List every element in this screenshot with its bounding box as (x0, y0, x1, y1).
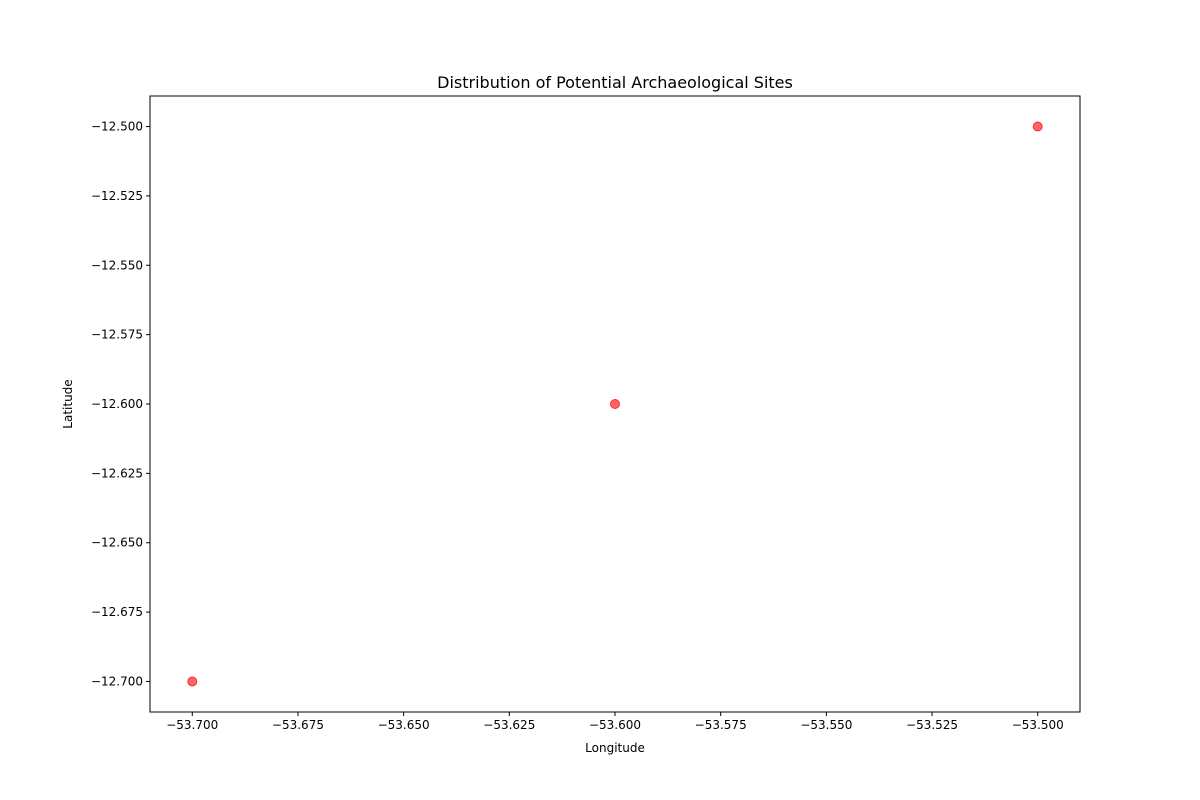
y-tick-label: −12.575 (91, 328, 143, 342)
data-point (1032, 121, 1043, 132)
x-tick-label: −53.625 (483, 718, 535, 732)
y-tick-label: −12.525 (91, 189, 143, 203)
x-tick-label: −53.650 (378, 718, 430, 732)
x-tick-label: −53.700 (166, 718, 218, 732)
x-tick-label: −53.575 (695, 718, 747, 732)
y-tick-label: −12.550 (91, 258, 143, 272)
y-tick-label: −12.600 (91, 397, 143, 411)
y-tick-label: −12.650 (91, 536, 143, 550)
x-axis-title: Longitude (585, 741, 645, 755)
x-tick-label: −53.675 (272, 718, 324, 732)
x-tick-label: −53.600 (589, 718, 641, 732)
x-tick-label: −53.525 (906, 718, 958, 732)
data-point (187, 676, 198, 687)
data-points (187, 121, 1043, 687)
y-axis-title: Latitude (61, 379, 75, 428)
y-tick-label: −12.700 (91, 674, 143, 688)
x-tick-label: −53.500 (1012, 718, 1064, 732)
chart-title: Distribution of Potential Archaeological… (437, 73, 793, 92)
y-tick-label: −12.675 (91, 605, 143, 619)
y-tick-label: −12.625 (91, 466, 143, 480)
y-tick-label: −12.500 (91, 120, 143, 134)
x-axis-ticks: −53.700 −53.675 −53.650 −53.625 −53.600 −53.5… (166, 712, 1064, 732)
y-axis-ticks: −12.500 −12.525 −12.550 −12.575 −12.600 −12.6… (91, 120, 150, 688)
x-tick-label: −53.550 (800, 718, 852, 732)
data-point (610, 399, 620, 409)
